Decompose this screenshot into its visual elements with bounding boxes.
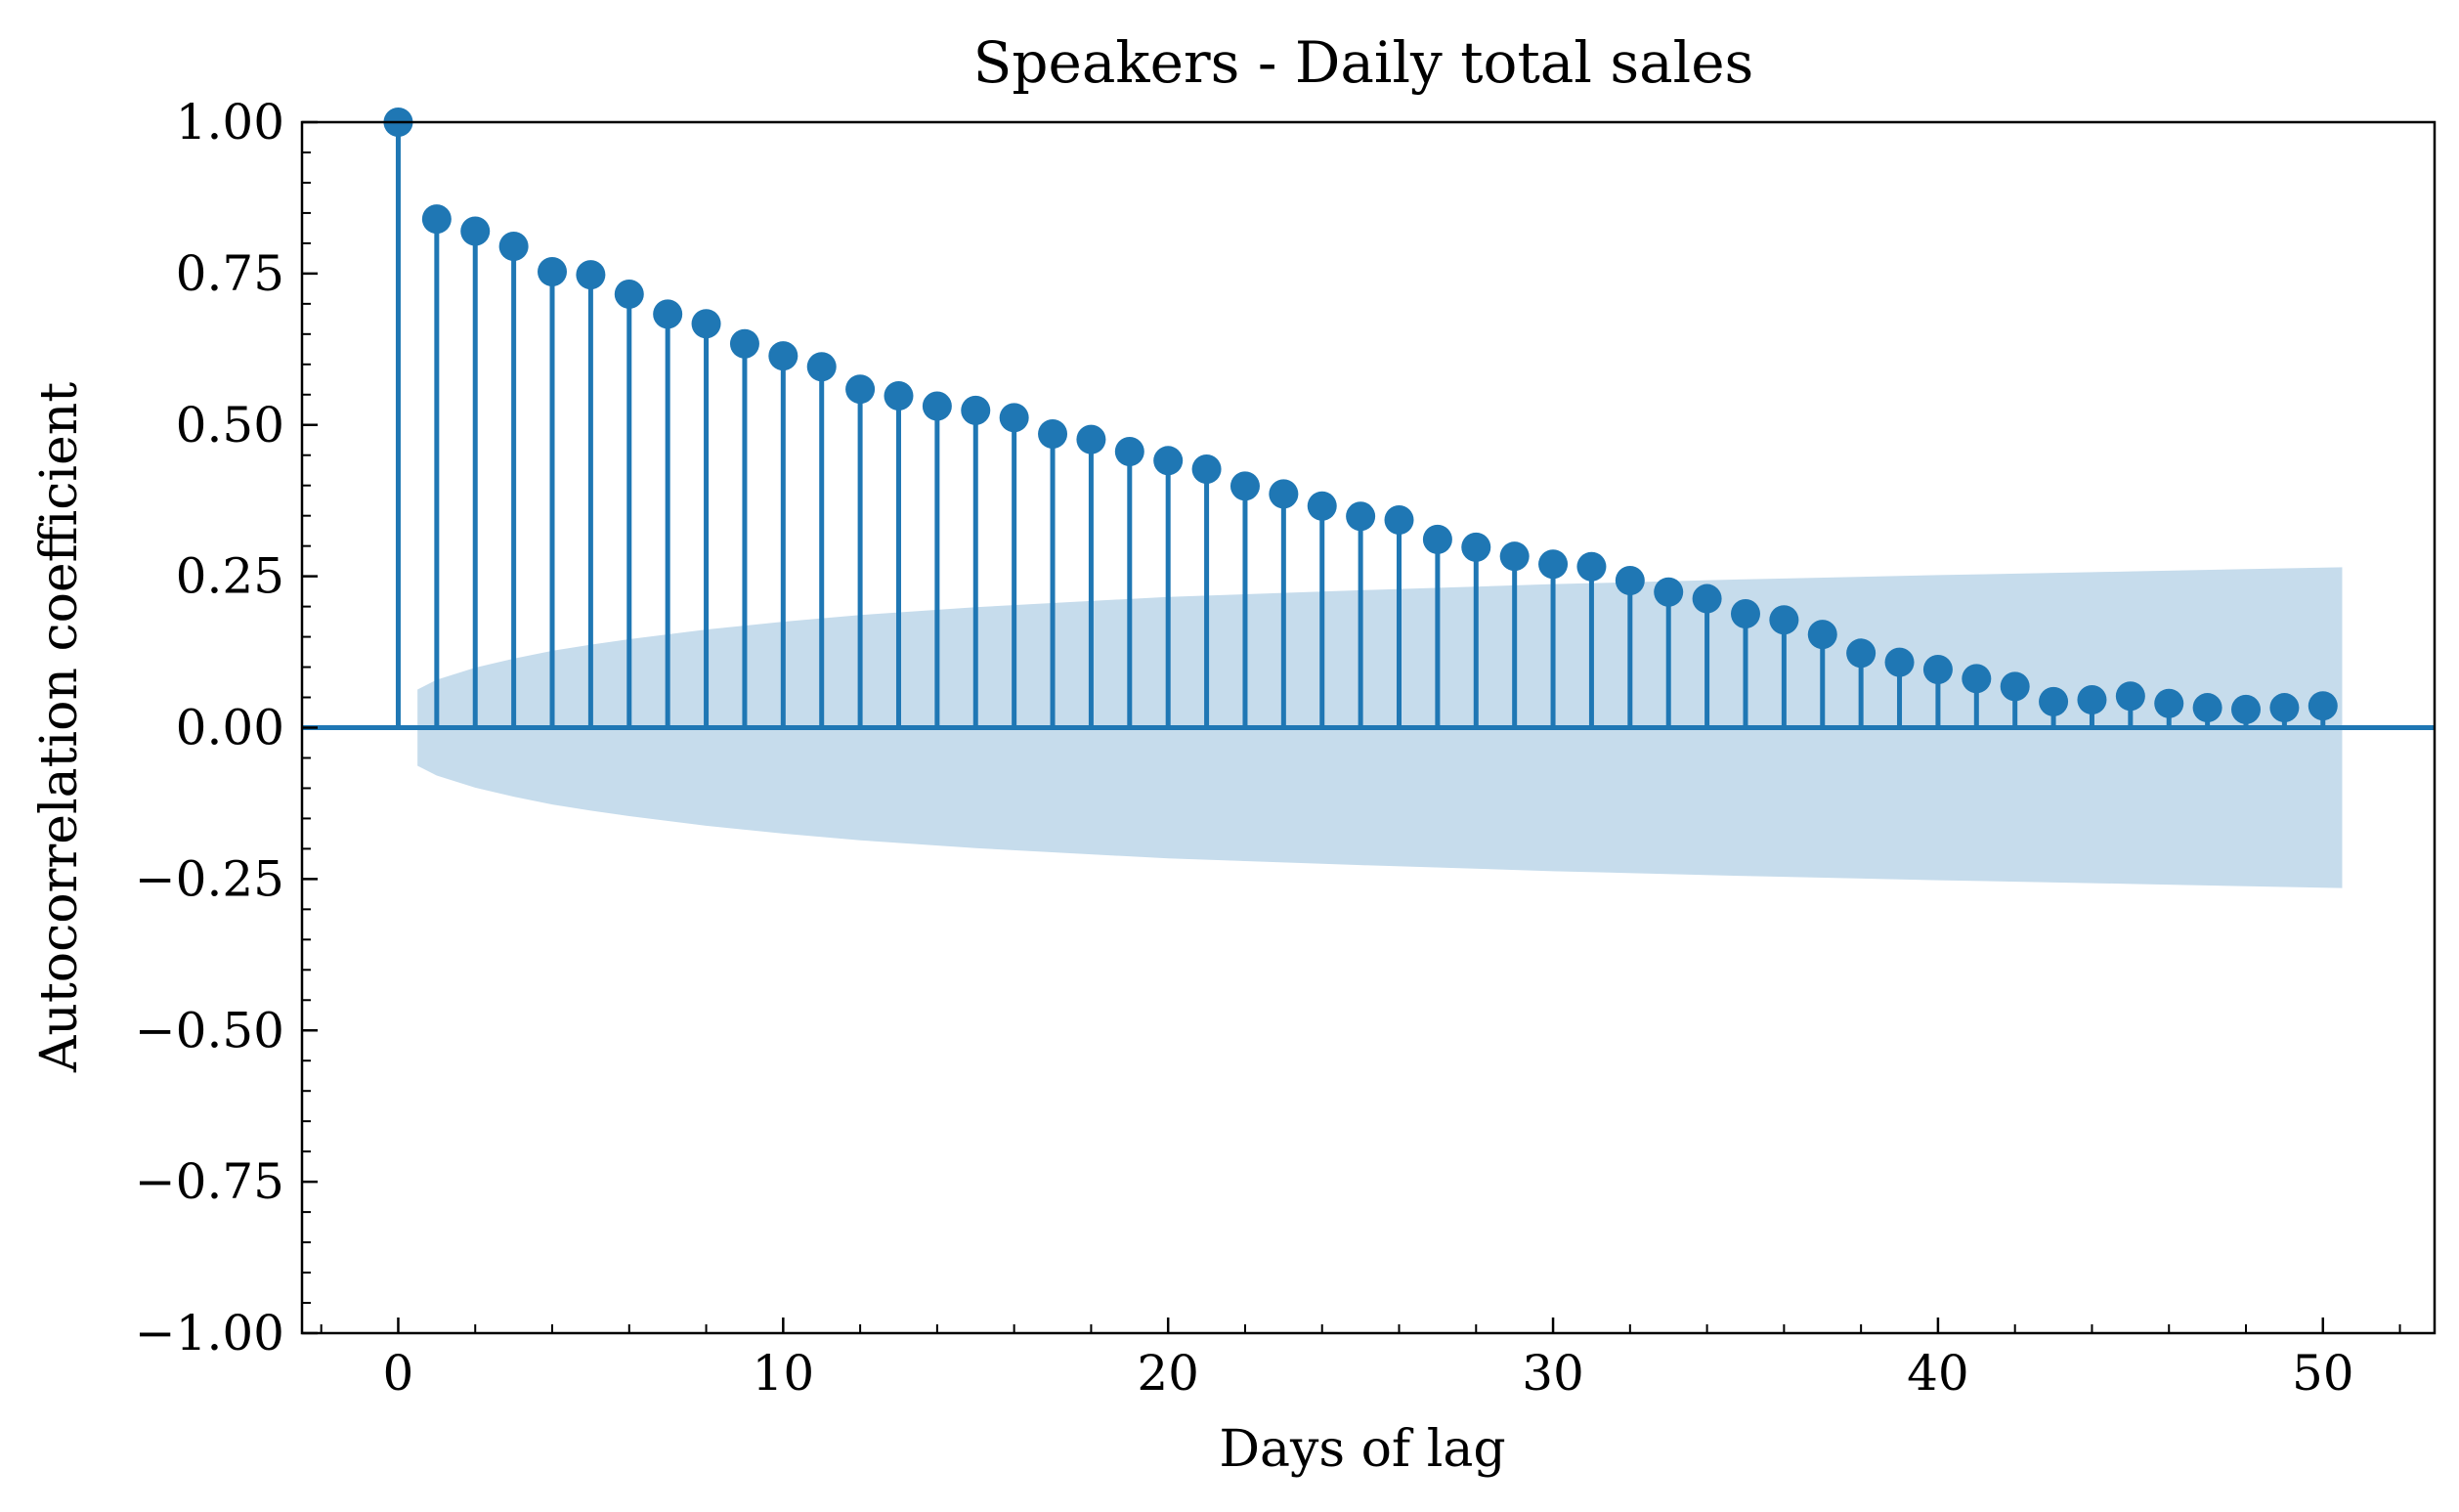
x-tick-label: 50 bbox=[2292, 1345, 2354, 1402]
acf-point bbox=[614, 279, 644, 309]
acf-point bbox=[1269, 479, 1299, 509]
acf-point bbox=[1692, 583, 1722, 614]
acf-point bbox=[576, 260, 606, 290]
acf-point bbox=[1769, 605, 1799, 635]
acf-point bbox=[2231, 694, 2262, 724]
x-tick-label: 0 bbox=[383, 1345, 414, 1402]
acf-point bbox=[2000, 671, 2030, 702]
y-tick-label: −0.50 bbox=[135, 1002, 284, 1058]
acf-point bbox=[460, 216, 491, 246]
stem-layer bbox=[302, 122, 2435, 730]
acf-point bbox=[1191, 454, 1222, 484]
acf-point bbox=[1307, 491, 1337, 521]
y-tick-label: 0.00 bbox=[176, 700, 284, 756]
acf-point bbox=[1230, 471, 1260, 501]
acf-point bbox=[1153, 446, 1184, 476]
acf-point bbox=[1461, 532, 1491, 562]
acf-point bbox=[538, 257, 568, 287]
y-tick-label: −0.75 bbox=[135, 1153, 284, 1210]
plot-frame bbox=[300, 120, 2437, 1335]
acf-point bbox=[884, 381, 914, 411]
acf-point bbox=[2039, 686, 2069, 716]
acf-point bbox=[653, 299, 683, 329]
acf-point bbox=[999, 403, 1029, 433]
acf-point bbox=[1922, 655, 1953, 685]
y-tick-label: −1.00 bbox=[135, 1305, 284, 1361]
acf-point bbox=[1538, 549, 1569, 580]
y-tick-label: 0.25 bbox=[176, 548, 284, 605]
x-tick-label: 10 bbox=[753, 1345, 815, 1402]
acf-point bbox=[2308, 691, 2338, 721]
acf-point bbox=[1884, 647, 1915, 677]
y-tick-label: −0.25 bbox=[135, 850, 284, 907]
x-tick-label: 20 bbox=[1137, 1345, 1199, 1402]
y-axis-label: Autocorrelation coefficient bbox=[30, 382, 89, 1073]
acf-point bbox=[1422, 524, 1452, 554]
acf-point bbox=[691, 309, 721, 339]
acf-point bbox=[1499, 541, 1530, 572]
acf-point bbox=[806, 352, 837, 382]
acf-point bbox=[1384, 505, 1414, 536]
acf-point bbox=[1346, 501, 1376, 532]
acf-point bbox=[1962, 664, 1992, 694]
acf-point bbox=[768, 341, 798, 371]
acf-point bbox=[2115, 681, 2145, 712]
acf-point bbox=[961, 395, 991, 425]
x-tick-label: 30 bbox=[1522, 1345, 1584, 1402]
acf-point bbox=[2077, 685, 2107, 715]
x-tick-label: 40 bbox=[1907, 1345, 1969, 1402]
acf-point bbox=[729, 328, 759, 359]
acf-point bbox=[1807, 620, 1837, 650]
acf-point bbox=[1114, 437, 1144, 467]
acf-point bbox=[1654, 577, 1684, 607]
chart-title: Speakers - Daily total sales bbox=[973, 29, 1754, 96]
acf-point bbox=[1576, 551, 1607, 582]
acf-point bbox=[2192, 693, 2222, 723]
marker-layer bbox=[383, 108, 2338, 724]
y-tick-label: 0.50 bbox=[176, 397, 284, 454]
acf-point bbox=[498, 231, 529, 261]
acf-point bbox=[1615, 565, 1645, 595]
y-tick-label: 1.00 bbox=[176, 94, 284, 151]
acf-point bbox=[922, 391, 952, 421]
acf-point bbox=[421, 204, 452, 235]
acf-point bbox=[1076, 424, 1106, 454]
x-axis-label: Days of lag bbox=[1219, 1420, 1505, 1479]
acf-point bbox=[2269, 693, 2300, 723]
acf-point bbox=[1846, 638, 1877, 669]
tick-layer: 1.00 0.75 0.50 0.25 0.00 −0.25 −0.50 −0.75 −1.00… bbox=[135, 94, 2401, 1402]
acf-point bbox=[1730, 599, 1760, 629]
acf-point bbox=[845, 374, 876, 405]
y-tick-label: 0.75 bbox=[176, 245, 284, 302]
acf-point bbox=[2154, 688, 2184, 718]
acf-point bbox=[1038, 419, 1068, 450]
